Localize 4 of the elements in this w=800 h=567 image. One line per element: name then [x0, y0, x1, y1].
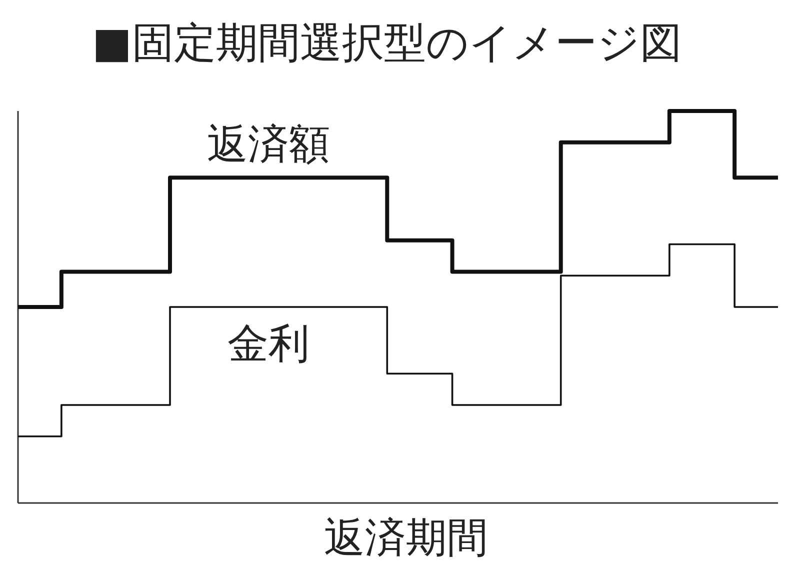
x-axis-title: 返済期間 [324, 513, 488, 562]
series-label: 金利 [228, 319, 310, 368]
chart-title: ■固定期間選択型のイメージ図 [92, 18, 682, 67]
series-label: 返済額 [207, 120, 330, 168]
